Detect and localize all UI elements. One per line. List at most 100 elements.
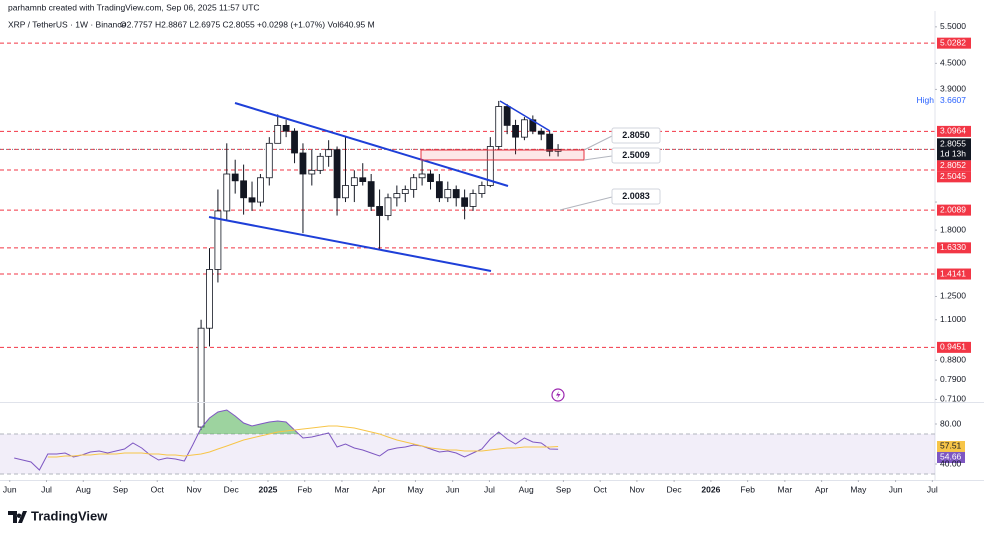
x-tick-label: Sep — [113, 484, 128, 494]
x-tick-label: Jun — [446, 484, 460, 494]
x-tick-label: 2026 — [701, 484, 720, 494]
candle-body — [333, 149, 341, 199]
x-tick-label: Mar — [778, 484, 793, 494]
level-label: 1.6330 — [940, 242, 966, 252]
rsi-value-label: 54.66 — [940, 452, 962, 462]
candle-body — [214, 210, 222, 270]
level-label-box — [937, 160, 971, 172]
candle-body — [248, 197, 256, 203]
level-label: 3.0964 — [940, 126, 966, 136]
level-label: 5.0282 — [940, 37, 966, 47]
rsi-value-box — [937, 440, 965, 452]
candle-body — [367, 181, 375, 207]
brand-name: TradingView — [31, 508, 108, 523]
candle-body — [410, 177, 418, 190]
y-tick-label: 80.00 — [940, 418, 962, 428]
x-tick-label: Jul — [484, 484, 495, 494]
level-label: 2.5045 — [940, 171, 966, 181]
candle-body — [521, 119, 528, 138]
candle-body — [231, 173, 239, 182]
y-tick-label: 3.9000 — [940, 84, 966, 94]
x-tick-label: May — [407, 484, 424, 494]
level-label: 2.0089 — [940, 204, 966, 214]
candle-body — [537, 130, 545, 135]
callout-box — [611, 147, 661, 164]
candle-body — [393, 193, 401, 199]
high-label: High — [917, 95, 935, 105]
x-tick-label: Dec — [224, 484, 240, 494]
y-tick-label: 40.00 — [940, 458, 962, 468]
x-tick-label: Dec — [667, 484, 683, 494]
callout-pointer — [559, 196, 613, 211]
level-label-box — [937, 37, 971, 49]
level-label-box — [937, 268, 971, 280]
candle-body — [342, 185, 349, 199]
callout-box — [611, 127, 661, 144]
event-icon-bolt — [556, 391, 561, 399]
candle-body — [359, 177, 367, 182]
candle-body — [486, 146, 494, 186]
last-price-box — [937, 138, 971, 161]
candle-body — [197, 327, 205, 428]
callout-label: 2.8050 — [622, 130, 650, 140]
x-tick-label: Feb — [297, 484, 312, 494]
level-label-box — [937, 204, 971, 216]
callout-pointer — [583, 135, 613, 151]
trend-line — [234, 102, 509, 187]
symbol-title: XRP / TetherUS · 1W · Binance — [8, 19, 127, 29]
candle-body — [265, 142, 273, 179]
ohlc-legend: O2.7757 H2.8867 L2.6975 C2.8055 +0.0298 … — [120, 19, 375, 29]
zone-box — [420, 149, 585, 161]
x-tick-label: May — [850, 484, 867, 494]
x-tick-label: Apr — [815, 484, 828, 494]
x-tick-label: Jul — [927, 484, 938, 494]
candle-body — [206, 269, 213, 329]
x-tick-label: Sep — [556, 484, 571, 494]
candle-body — [461, 197, 469, 207]
y-tick-label: 4.5000 — [940, 58, 966, 68]
x-tick-label: Nov — [629, 484, 645, 494]
candle-body — [529, 119, 537, 132]
x-tick-label: Jun — [889, 484, 903, 494]
candle-body — [444, 189, 452, 199]
y-tick-label: 1.1000 — [940, 314, 966, 324]
x-tick-label: Jun — [3, 484, 17, 494]
callout-box — [611, 188, 661, 205]
callout-pointer — [583, 155, 613, 161]
rsi-line — [47, 425, 559, 458]
countdown-label: 1d 13h — [940, 149, 966, 159]
x-tick-label: Apr — [372, 484, 385, 494]
x-tick-label: Oct — [151, 484, 165, 494]
rsi-pane — [0, 409, 935, 475]
candle-body — [274, 125, 282, 144]
level-label-box — [937, 242, 971, 254]
rsi-value-label: 57.51 — [940, 441, 962, 451]
candle-body — [384, 197, 392, 216]
y-tick-label: 0.7100 — [940, 394, 966, 404]
y-tick-label: 1.8000 — [940, 224, 966, 234]
level-label: 0.9451 — [940, 342, 966, 352]
candle-body — [478, 185, 486, 194]
candle-body — [223, 173, 231, 212]
candle-body — [401, 189, 409, 194]
level-label: 2.8052 — [940, 160, 966, 170]
candle-body — [282, 125, 290, 132]
price-pane — [0, 42, 935, 431]
candle-body — [350, 177, 358, 186]
drawings: 2.8050 2.5009 2.0083 — [208, 100, 661, 402]
high-value: 3.6607 — [940, 95, 966, 105]
y-tick-label: 0.7900 — [940, 374, 966, 384]
candle-body — [291, 130, 298, 154]
overbought-fill — [14, 410, 559, 434]
candle-body — [495, 106, 503, 147]
candle-body — [316, 155, 324, 171]
x-tick-label: Aug — [76, 484, 91, 494]
x-tick-label: Aug — [519, 484, 534, 494]
level-label-box — [937, 341, 971, 353]
candle-body — [469, 193, 477, 207]
candle-body — [308, 169, 316, 175]
